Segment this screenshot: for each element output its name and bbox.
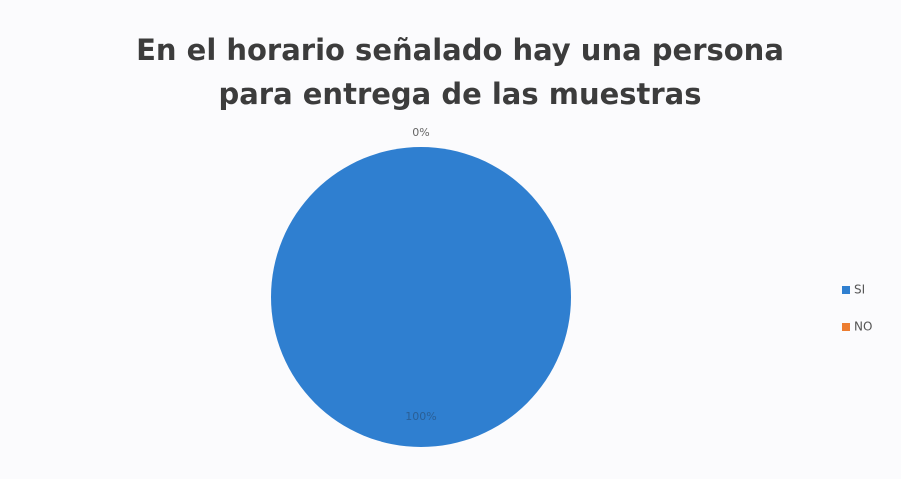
data-label: 100% — [405, 410, 436, 423]
legend-label: SI — [854, 283, 865, 297]
data-label: 0% — [412, 126, 429, 139]
legend-label: NO — [854, 320, 872, 334]
legend-swatch — [842, 286, 850, 294]
pie-slice — [271, 147, 571, 447]
chart-title: En el horario señalado hay una persona p… — [136, 33, 784, 111]
legend-swatch — [842, 323, 850, 331]
